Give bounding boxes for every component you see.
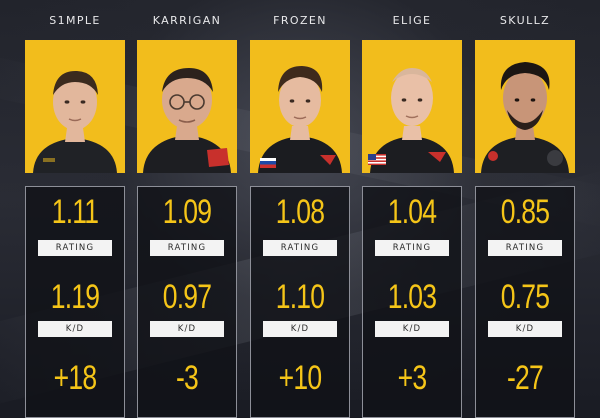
player-card-elige: ELIGE 1.04 RATING 1.03 K/D +3 [362, 0, 462, 418]
kd-value: 1.10 [275, 278, 325, 316]
rating-label: RATING [488, 240, 562, 256]
rating-value: 1.09 [162, 193, 212, 231]
rating-value: 0.85 [500, 193, 550, 231]
player-photo [137, 40, 237, 173]
stats-panel: 1.09 RATING 0.97 K/D -3 [137, 186, 237, 418]
player-card-skullz: SKULLZ 0.85 RATING 0.75 K/D -27 [475, 0, 575, 418]
player-card-s1mple: S1MPLE 1.11 RATING 1.19 K/D +18 [25, 0, 125, 418]
player-photo [250, 40, 350, 173]
kill-diff-value: +10 [278, 359, 322, 397]
kd-label: K/D [263, 321, 337, 337]
kd-label: K/D [150, 321, 224, 337]
stats-panel: 1.11 RATING 1.19 K/D +18 [25, 186, 125, 418]
player-name: S1MPLE [49, 14, 101, 27]
kill-diff-value: +18 [53, 359, 97, 397]
stats-panel: 1.04 RATING 1.03 K/D +3 [362, 186, 462, 418]
rating-label: RATING [375, 240, 449, 256]
kill-diff-value: -27 [506, 359, 544, 397]
player-name: KARRIGAN [152, 14, 222, 27]
kd-value: 1.19 [50, 278, 100, 316]
player-photo [475, 40, 575, 173]
player-name: ELIGE [392, 14, 432, 27]
player-name: FROZEN [273, 14, 327, 27]
rating-value: 1.04 [387, 193, 437, 231]
player-card-frozen: FROZEN 1.08 RATING 1.10 K/D +10 [250, 0, 350, 418]
kill-diff-value: +3 [397, 359, 427, 397]
rating-label: RATING [263, 240, 337, 256]
player-photo [25, 40, 125, 173]
stats-panel: 1.08 RATING 1.10 K/D +10 [250, 186, 350, 418]
player-photo [362, 40, 462, 173]
player-name: SKULLZ [499, 14, 551, 27]
stats-panel: 0.85 RATING 0.75 K/D -27 [475, 186, 575, 418]
kill-diff-value: -3 [175, 359, 199, 397]
rating-label: RATING [150, 240, 224, 256]
kd-label: K/D [375, 321, 449, 337]
kd-label: K/D [488, 321, 562, 337]
kd-value: 0.75 [500, 278, 550, 316]
kd-value: 1.03 [387, 278, 437, 316]
player-card-karrigan: KARRIGAN 1.09 RATING 0.97 K/D -3 [137, 0, 237, 418]
kd-value: 0.97 [162, 278, 212, 316]
kd-label: K/D [38, 321, 112, 337]
rating-label: RATING [38, 240, 112, 256]
rating-value: 1.08 [275, 193, 325, 231]
rating-value: 1.11 [51, 193, 99, 231]
